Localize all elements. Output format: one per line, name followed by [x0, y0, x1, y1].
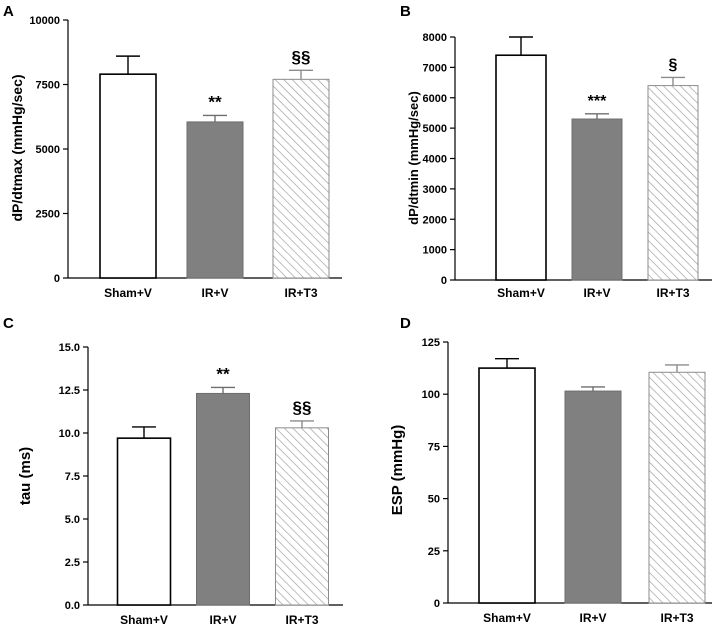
panel-b-ytick-label: 5000: [423, 123, 447, 135]
panel-d-bar-sham-v: [478, 367, 536, 604]
panel-c-xtick-ir-t3: IR+T3: [285, 613, 318, 627]
panel-a-ytick-label: 5000: [36, 144, 60, 156]
panel-c-ylabel: tau (ms): [17, 447, 34, 505]
panel-a-xtick-ir-t3: IR+T3: [284, 286, 317, 300]
panel-b-annotation-ir-t3: §: [669, 56, 678, 73]
panel-a-ytick-label: 7500: [36, 80, 60, 92]
panel-a-plot: 0 2500 5000 7500 10000 ** §§: [29, 15, 342, 285]
panel-a-annotation-ir-v: **: [208, 92, 222, 111]
panel-d-ytick-label: 50: [428, 494, 440, 506]
panel-d-ytick-label: 0: [434, 598, 440, 610]
panel-d-xtick-sham-v: Sham+V: [483, 611, 531, 625]
panel-b-xtick-sham-v: Sham+V: [497, 286, 545, 300]
panel-b-ytick-label: 4000: [423, 154, 447, 166]
panel-d-ytick-label: 125: [422, 337, 440, 349]
panel-a: A dP/dtmax (mmHg/sec) 0 2500 5000 7500 10000…: [3, 3, 342, 300]
panel-c-ytick-label: 0.0: [65, 600, 80, 612]
panel-c-bar-ir-t3: [275, 427, 329, 606]
panel-b-xtick-ir-v: IR+V: [583, 286, 610, 300]
panel-d-ytick-label: 100: [422, 389, 440, 401]
panel-a-xtick-sham-v: Sham+V: [104, 286, 152, 300]
panel-a-bar-sham-v: [99, 73, 157, 279]
panel-c-annotation-ir-t3: §§: [293, 398, 312, 417]
panel-c-xtick-ir-v: IR+V: [209, 613, 236, 627]
panel-d-letter: D: [400, 315, 411, 332]
panel-b-ytick-label: 0: [441, 275, 447, 287]
panel-d-xtick-ir-t3: IR+T3: [660, 611, 693, 625]
panel-b-bar-ir-v: [571, 118, 623, 281]
panel-b: B dP/dtmin (mmHg/sec) 0 1000 2000 3000 4000 5…: [400, 3, 712, 300]
panel-b-ytick-label: 8000: [423, 32, 447, 44]
panel-c: C tau (ms) 0.02.55.07.510.012.515.0**§§ …: [3, 315, 343, 627]
panel-d-plot: 0 25 50 75 100 125: [422, 337, 712, 610]
panel-a-bar-ir-t3: [272, 78, 330, 279]
panel-b-letter: B: [400, 3, 411, 20]
panel-c-ytick-label: 5.0: [65, 514, 80, 526]
panel-b-bar-ir-t3: [647, 85, 699, 281]
panel-b-ytick-label: 6000: [423, 93, 447, 105]
panel-b-ytick-label: 1000: [423, 245, 447, 257]
panel-a-annotation-ir-t3: §§: [292, 47, 311, 66]
panel-c-xtick-sham-v: Sham+V: [120, 613, 168, 627]
panel-c-ytick-label: 7.5: [65, 471, 80, 483]
panel-a-letter: A: [3, 3, 14, 20]
panel-b-plot: 0 1000 2000 3000 4000 5000 6000 7000 8000 *** §: [423, 32, 712, 287]
panel-b-xtick-ir-t3: IR+T3: [656, 286, 689, 300]
panel-a-ytick-label: 10000: [29, 15, 60, 27]
panel-a-ylabel: dP/dtmax (mmHg/sec): [9, 74, 25, 221]
panel-d-ytick-label: 25: [428, 546, 440, 558]
panel-c-bar-ir-v: [196, 392, 250, 606]
panel-c-bar-sham-v: [116, 437, 172, 606]
panel-b-ytick-label: 3000: [423, 184, 447, 196]
panel-d-ytick-label: 75: [428, 441, 440, 453]
panel-d-bar-ir-t3: [648, 371, 706, 604]
panel-b-annotation-ir-v: ***: [588, 93, 607, 110]
panel-b-ytick-label: 2000: [423, 214, 447, 226]
panel-d-xtick-ir-v: IR+V: [579, 611, 606, 625]
panel-c-ytick-label: 2.5: [65, 557, 80, 569]
panel-a-ytick-label: 0: [54, 273, 60, 285]
panel-c-ytick-label: 15.0: [59, 342, 80, 354]
panel-c-ytick-label: 10.0: [59, 428, 80, 440]
panel-c-ytick-label: 12.5: [59, 385, 80, 397]
panel-d-bar-ir-v: [564, 390, 622, 604]
panel-a-bar-ir-v: [186, 121, 244, 279]
panel-a-xtick-ir-v: IR+V: [201, 286, 228, 300]
panel-c-plot: 0.0 2.5 5.0 7.5 10.0 12.5 15.0 ** §§: [59, 342, 343, 612]
panel-a-ytick-label: 2500: [36, 209, 60, 221]
panel-c-letter: C: [3, 315, 14, 332]
panel-d-ylabel: ESP (mmHg): [389, 425, 406, 516]
panel-b-ylabel: dP/dtmin (mmHg/sec): [406, 91, 421, 225]
panel-d: D ESP (mmHg) 0 25 50 75 100 125 Sham+V IR+V I…: [389, 315, 712, 625]
panel-c-annotation-ir-v: **: [216, 364, 230, 383]
panel-b-ytick-label: 7000: [423, 62, 447, 74]
panel-b-bar-sham-v: [495, 54, 547, 281]
